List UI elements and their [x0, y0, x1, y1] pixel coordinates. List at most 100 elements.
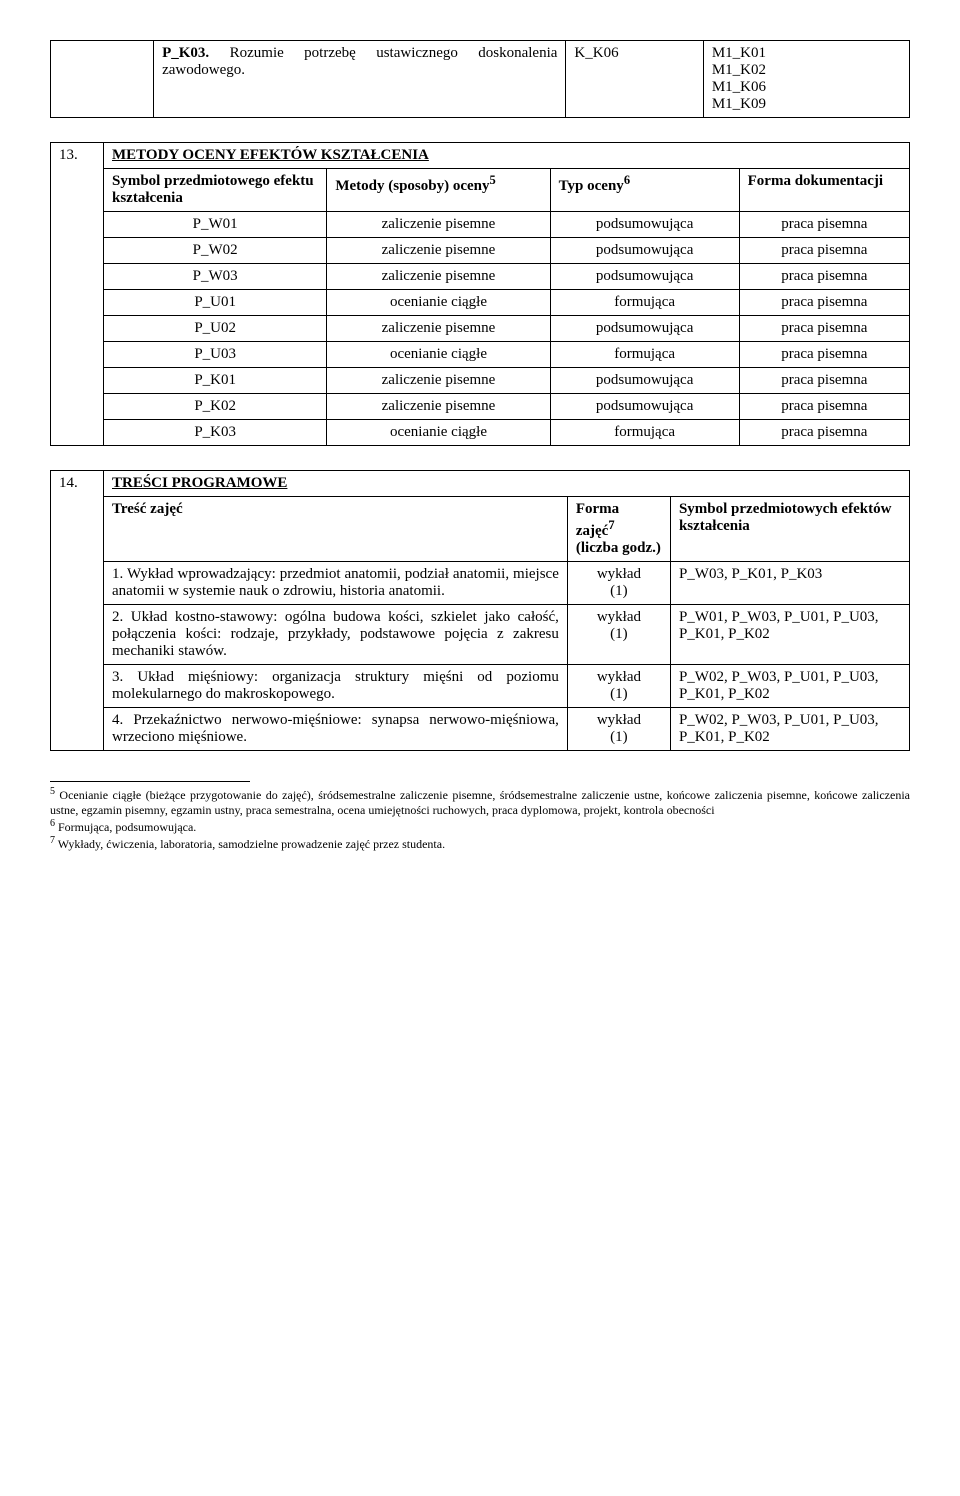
- table-row: P_U01 ocenianie ciągłe formująca praca p…: [51, 290, 910, 316]
- t2-r5-c3: formująca: [550, 342, 739, 368]
- t3-r1-c2a: wykład: [597, 609, 641, 625]
- t3-r3-c3: P_W02, P_W03, P_U01, P_U03, P_K01, P_K02: [670, 708, 909, 751]
- t2-r7-c1: P_K02: [104, 394, 327, 420]
- t2-h3-sup: 6: [624, 173, 630, 187]
- t2-r8-c4: praca pisemna: [739, 420, 909, 446]
- t3-r3-c2b: (1): [610, 729, 628, 745]
- t2-h2-sup: 5: [490, 173, 496, 187]
- t2-r8-c1: P_K03: [104, 420, 327, 446]
- t3-num: 14.: [51, 471, 104, 751]
- t3-r3-c2: wykład (1): [567, 708, 670, 751]
- t3-r2-c2a: wykład: [597, 669, 641, 685]
- t2-r0-c2: zaliczenie pisemne: [327, 212, 550, 238]
- t2-r4-c1: P_U02: [104, 316, 327, 342]
- t2-title: METODY OCENY EFEKTÓW KSZTAŁCENIA: [104, 143, 910, 169]
- t2-h2: Metody (sposoby) oceny5: [327, 169, 550, 212]
- t3-r2-c2b: (1): [610, 686, 628, 702]
- fn7-text: Wykłady, ćwiczenia, laboratoria, samodzi…: [55, 837, 445, 851]
- t1-narrow: [51, 41, 154, 118]
- t2-r5-c4: praca pisemna: [739, 342, 909, 368]
- footnote-5: 5 Ocenianie ciągłe (bieżące przygotowani…: [50, 786, 910, 818]
- t3-r0-c2b: (1): [610, 583, 628, 599]
- t1-desc-code: P_K03.: [162, 45, 209, 61]
- t2-h3-prefix: Typ oceny: [559, 178, 624, 194]
- t2-h3: Typ oceny6: [550, 169, 739, 212]
- fn6-text: Formująca, podsumowująca.: [55, 820, 196, 834]
- t2-r5-c1: P_U03: [104, 342, 327, 368]
- t2-r3-c1: P_U01: [104, 290, 327, 316]
- table-row: P_K02 zaliczenie pisemne podsumowująca p…: [51, 394, 910, 420]
- t2-r0-c4: praca pisemna: [739, 212, 909, 238]
- t2-r5-c2: ocenianie ciągłe: [327, 342, 550, 368]
- t3-r0-c2: wykład (1): [567, 562, 670, 605]
- t1-col3: M1_K01 M1_K02 M1_K06 M1_K09: [703, 41, 909, 118]
- table-row: 1. Wykład wprowadzający: przedmiot anato…: [51, 562, 910, 605]
- t3-h2-sup: 7: [608, 518, 614, 532]
- t2-r2-c3: podsumowująca: [550, 264, 739, 290]
- t2-r3-c2: ocenianie ciągłe: [327, 290, 550, 316]
- table-row: P_K03 ocenianie ciągłe formująca praca p…: [51, 420, 910, 446]
- t2-r0-c1: P_W01: [104, 212, 327, 238]
- table-row: P_W01 zaliczenie pisemne podsumowująca p…: [51, 212, 910, 238]
- t2-r1-c1: P_W02: [104, 238, 327, 264]
- t3-h2: Forma zajęć7 (liczba godz.): [567, 497, 670, 562]
- table-row: 4. Przekaźnictwo nerwowo-mięśniowe: syna…: [51, 708, 910, 751]
- t3-h2-l1: Forma: [576, 501, 619, 517]
- table-row: P_W03 zaliczenie pisemne podsumowująca p…: [51, 264, 910, 290]
- t2-r8-c3: formująca: [550, 420, 739, 446]
- t2-r2-c1: P_W03: [104, 264, 327, 290]
- t2-h2-prefix: Metody (sposoby) oceny: [335, 178, 489, 194]
- footnote-7: 7 Wykłady, ćwiczenia, laboratoria, samod…: [50, 835, 910, 852]
- t2-r6-c3: podsumowująca: [550, 368, 739, 394]
- t2-r1-c2: zaliczenie pisemne: [327, 238, 550, 264]
- t2-r7-c2: zaliczenie pisemne: [327, 394, 550, 420]
- t3-h2-l2p: zajęć: [576, 523, 608, 539]
- t1-col2: K_K06: [566, 41, 703, 118]
- t3-r2-c3: P_W02, P_W03, P_U01, P_U03, P_K01, P_K02: [670, 665, 909, 708]
- t2-r6-c1: P_K01: [104, 368, 327, 394]
- t2-r7-c3: podsumowująca: [550, 394, 739, 420]
- footnote-6: 6 Formująca, podsumowująca.: [50, 818, 910, 835]
- t2-r3-c4: praca pisemna: [739, 290, 909, 316]
- t3-r1-c2b: (1): [610, 626, 628, 642]
- t3-r3-c2a: wykład: [597, 712, 641, 728]
- table-row: 3. Układ mięśniowy: organizacja struktur…: [51, 665, 910, 708]
- table-pk03: P_K03. Rozumie potrzebę ustawicznego dos…: [50, 40, 910, 118]
- t3-r1-c3: P_W01, P_W03, P_U01, P_U03, P_K01, P_K02: [670, 605, 909, 665]
- t2-r4-c4: praca pisemna: [739, 316, 909, 342]
- table-row: P_U02 zaliczenie pisemne podsumowująca p…: [51, 316, 910, 342]
- t2-r6-c4: praca pisemna: [739, 368, 909, 394]
- t2-r6-c2: zaliczenie pisemne: [327, 368, 550, 394]
- t3-r3-c1: 4. Przekaźnictwo nerwowo-mięśniowe: syna…: [104, 708, 568, 751]
- table-row: P_U03 ocenianie ciągłe formująca praca p…: [51, 342, 910, 368]
- t1-desc-text: Rozumie potrzebę ustawicznego doskonalen…: [162, 45, 557, 78]
- footnotes: 5 Ocenianie ciągłe (bieżące przygotowani…: [50, 786, 910, 852]
- t2-r2-c4: praca pisemna: [739, 264, 909, 290]
- table-row: 2. Układ kostno-stawowy: ogólna budowa k…: [51, 605, 910, 665]
- t2-r4-c3: podsumowująca: [550, 316, 739, 342]
- table-row: P_W02 zaliczenie pisemne podsumowująca p…: [51, 238, 910, 264]
- t1-desc: P_K03. Rozumie potrzebę ustawicznego dos…: [154, 41, 566, 118]
- t2-num: 13.: [51, 143, 104, 446]
- table-row: P_K01 zaliczenie pisemne podsumowująca p…: [51, 368, 910, 394]
- t2-h4: Forma dokumentacji: [739, 169, 909, 212]
- t2-r0-c3: podsumowująca: [550, 212, 739, 238]
- t3-r0-c3: P_W03, P_K01, P_K03: [670, 562, 909, 605]
- t2-r1-c3: podsumowująca: [550, 238, 739, 264]
- t2-r7-c4: praca pisemna: [739, 394, 909, 420]
- table-methods: 13. METODY OCENY EFEKTÓW KSZTAŁCENIA Sym…: [50, 142, 910, 446]
- t2-r2-c2: zaliczenie pisemne: [327, 264, 550, 290]
- t3-r0-c1: 1. Wykład wprowadzający: przedmiot anato…: [104, 562, 568, 605]
- t2-r8-c2: ocenianie ciągłe: [327, 420, 550, 446]
- t3-h3: Symbol przedmiotowych efektów kształceni…: [670, 497, 909, 562]
- t3-r2-c1: 3. Układ mięśniowy: organizacja struktur…: [104, 665, 568, 708]
- t3-h1: Treść zajęć: [104, 497, 568, 562]
- table-content: 14. TREŚCI PROGRAMOWE Treść zajęć Forma …: [50, 470, 910, 751]
- t3-r2-c2: wykład (1): [567, 665, 670, 708]
- t2-r4-c2: zaliczenie pisemne: [327, 316, 550, 342]
- t2-r1-c4: praca pisemna: [739, 238, 909, 264]
- t2-h1: Symbol przedmiotowego efektu kształcenia: [104, 169, 327, 212]
- t3-h2-l3: (liczba godz.): [576, 540, 661, 556]
- t3-r1-c2: wykład (1): [567, 605, 670, 665]
- t3-r0-c2a: wykład: [597, 566, 641, 582]
